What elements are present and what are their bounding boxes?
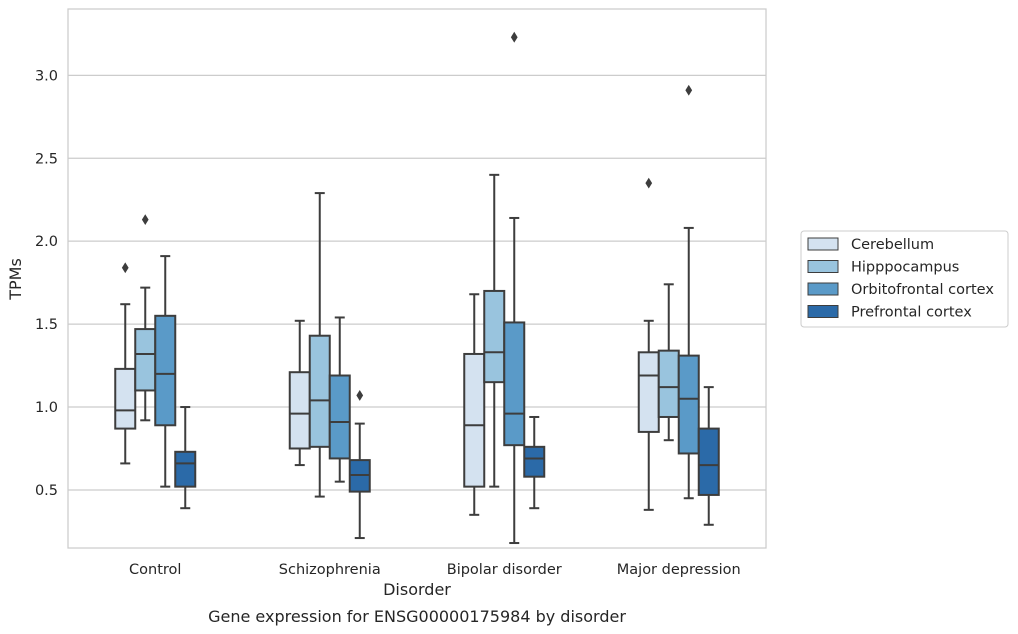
- chart-caption: Gene expression for ENSG00000175984 by d…: [208, 607, 626, 626]
- box: [174, 450, 197, 488]
- box: [503, 321, 526, 447]
- y-tick-label: 2.0: [35, 234, 58, 250]
- outlier-point: [510, 31, 518, 43]
- outlier-point: [645, 177, 653, 189]
- series-prefrontal-cortex: [174, 386, 720, 540]
- legend-frame: [800, 230, 1009, 328]
- y-axis-title: TPMs: [6, 258, 25, 301]
- legend-label: Orbitofrontal cortex: [851, 282, 994, 298]
- box: [328, 374, 351, 460]
- box: [288, 371, 311, 450]
- legend-swatch: [807, 305, 839, 318]
- x-tick-label: Schizophrenia: [279, 562, 381, 578]
- y-tick-label: 1.0: [35, 400, 58, 416]
- legend: Cerebellum Hipppocampus Orbitofrontal cort…: [800, 230, 1009, 328]
- legend-label: Cerebellum: [851, 237, 934, 253]
- box: [523, 445, 546, 478]
- x-axis-title: Disorder: [383, 580, 451, 599]
- box: [463, 352, 486, 488]
- x-tick-label: Bipolar disorder: [447, 562, 562, 578]
- legend-label: Prefrontal cortex: [851, 305, 972, 321]
- plot-area-frame: [67, 8, 767, 549]
- box-series-group: [114, 31, 720, 545]
- outlier-point: [356, 390, 364, 401]
- series-cerebellum: [114, 177, 660, 516]
- outlier-point: [141, 214, 149, 226]
- box: [637, 351, 660, 433]
- x-tick-label: Major depression: [617, 562, 741, 578]
- box: [114, 367, 137, 430]
- x-tick-label: Control: [129, 562, 181, 578]
- outlier-point: [685, 84, 693, 96]
- box: [697, 427, 720, 496]
- legend-swatch: [807, 237, 839, 251]
- outlier-point: [121, 262, 129, 274]
- legend-swatch: [807, 282, 839, 296]
- y-tick-label: 2.5: [35, 151, 58, 167]
- series-orbitofrontal-cortex: [154, 31, 700, 545]
- y-tick-label: 0.5: [35, 483, 58, 499]
- box: [134, 328, 157, 392]
- box: [154, 314, 177, 427]
- legend-swatch: [807, 260, 839, 273]
- box: [677, 354, 700, 455]
- y-tick-label: 1.5: [35, 317, 58, 333]
- series-hipppocampus: [134, 173, 680, 498]
- legend-label: Hipppocampus: [851, 260, 959, 276]
- box: [308, 334, 331, 448]
- y-tick-label: 3.0: [35, 68, 58, 84]
- x-axis-ticks: Control Schizophrenia Bipolar disorder Majo…: [129, 562, 741, 578]
- box: [657, 349, 680, 418]
- y-axis-ticks: 0.5 1.0 1.5 2.0 2.5 3.0: [35, 68, 58, 499]
- box: [483, 289, 506, 384]
